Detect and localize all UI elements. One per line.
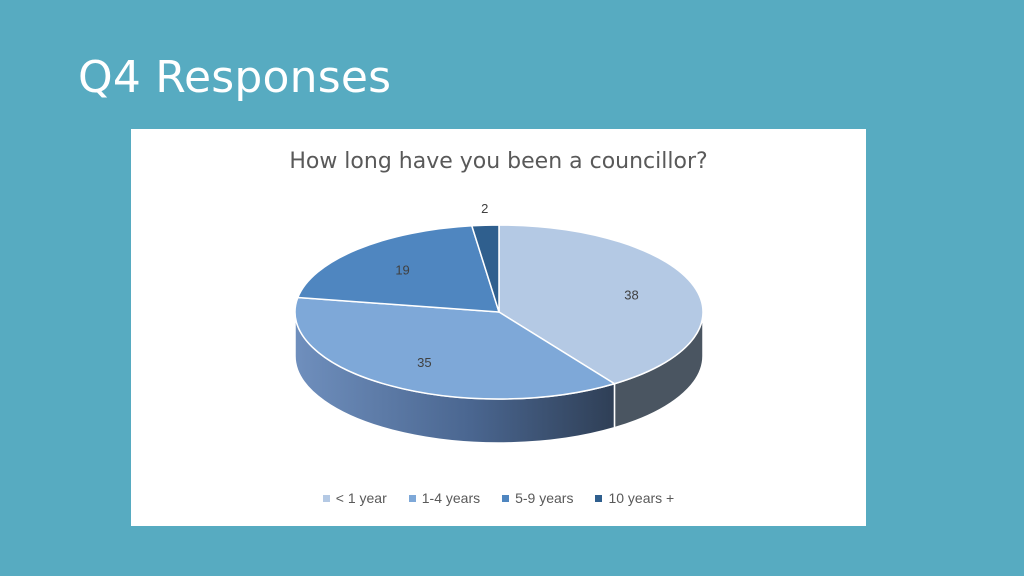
chart-panel: How long have you been a councillor? 38 3… <box>131 129 866 526</box>
legend-item-5-9-years: 5-9 years <box>502 490 573 506</box>
legend-swatch <box>408 494 416 502</box>
pie-slice-10-years <box>471 224 500 313</box>
slide-title: Q4 Responses <box>78 52 392 103</box>
data-label-10-years: 2 <box>481 201 488 216</box>
chart-legend: < 1 year 1-4 years 5-9 years 10 years + <box>131 490 866 506</box>
legend-swatch <box>595 494 603 502</box>
legend-swatch <box>322 494 330 502</box>
pie-slices <box>294 224 704 400</box>
pie-slice-5-9-years <box>297 225 500 313</box>
chart-title: How long have you been a councillor? <box>289 149 708 174</box>
data-label-5-9-years: 19 <box>395 262 409 277</box>
legend-label: 1-4 years <box>421 490 481 506</box>
legend-item-10-years: 10 years + <box>595 490 674 506</box>
pie-slice-1-4-years <box>294 296 616 400</box>
pie-chart: 38 35 19 2 <box>294 201 704 444</box>
legend-item-1-4-years: 1-4 years <box>408 490 481 506</box>
legend-label: 10 years + <box>608 490 675 506</box>
data-label-1-year: 38 <box>624 287 638 302</box>
legend-label: 5-9 years <box>515 490 574 506</box>
data-label-1-4-years: 35 <box>417 355 431 370</box>
legend-item-1-year: < 1 year <box>322 490 387 506</box>
legend-label: < 1 year <box>335 490 387 506</box>
pie-labels: 38 35 19 2 <box>395 201 638 370</box>
legend-swatch <box>502 494 510 502</box>
pie-slice-1-year <box>498 224 704 385</box>
